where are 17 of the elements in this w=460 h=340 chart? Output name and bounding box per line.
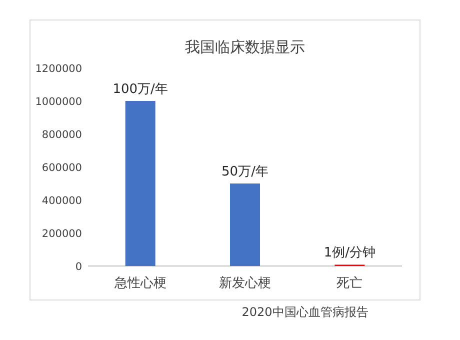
x-tick-label: 新发心梗 (219, 275, 271, 291)
y-tick-label: 400000 (42, 195, 82, 207)
bar (230, 184, 260, 266)
annotation: 1例/分钟 (324, 246, 376, 261)
y-tick-label: 200000 (42, 228, 82, 240)
chart-title: 我国临床数据显示 (185, 38, 305, 56)
y-tick-label: 600000 (42, 162, 82, 174)
x-tick-label: 急性心梗 (113, 275, 166, 291)
y-tick-label: 1200000 (35, 63, 82, 75)
x-tick-label: 死亡 (336, 275, 363, 291)
bar (125, 101, 156, 266)
y-tick-label: 0 (75, 261, 82, 273)
text: 2020中国心血管病报告 (242, 305, 368, 319)
annotation: 100万/年 (112, 82, 168, 97)
y-tick-label: 1000000 (35, 96, 82, 108)
y-tick-label: 800000 (42, 129, 82, 141)
annotation: 50万/年 (222, 164, 268, 180)
